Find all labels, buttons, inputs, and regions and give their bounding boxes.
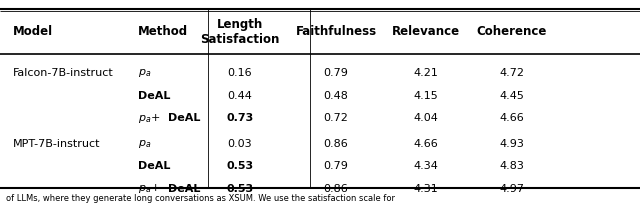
Text: Coherence: Coherence — [477, 25, 547, 38]
Text: DeAL: DeAL — [168, 184, 201, 194]
Text: 4.15: 4.15 — [413, 91, 438, 101]
Text: 0.53: 0.53 — [227, 161, 253, 171]
Text: $p_a$: $p_a$ — [138, 68, 151, 79]
Text: 4.34: 4.34 — [413, 161, 438, 171]
Text: DeAL: DeAL — [138, 91, 170, 101]
Text: 4.97: 4.97 — [499, 184, 525, 194]
Text: 4.66: 4.66 — [413, 139, 438, 149]
Text: Method: Method — [138, 25, 188, 38]
Text: 4.04: 4.04 — [413, 113, 438, 123]
Text: 0.53: 0.53 — [227, 184, 253, 194]
Text: 4.93: 4.93 — [500, 139, 524, 149]
Text: $p_a\!+\,$: $p_a\!+\,$ — [138, 112, 160, 125]
Text: Model: Model — [13, 25, 53, 38]
Text: 0.16: 0.16 — [228, 68, 252, 79]
Text: MPT-7B-instruct: MPT-7B-instruct — [13, 139, 100, 149]
Text: 0.73: 0.73 — [227, 113, 253, 123]
Text: 4.45: 4.45 — [500, 91, 524, 101]
Text: 0.03: 0.03 — [228, 139, 252, 149]
Text: 4.21: 4.21 — [413, 68, 438, 79]
Text: of LLMs, where they generate long conversations as XSUM. We use the satisfaction: of LLMs, where they generate long conver… — [6, 194, 396, 203]
Text: 0.44: 0.44 — [228, 91, 252, 101]
Text: DeAL: DeAL — [168, 113, 201, 123]
Text: 0.79: 0.79 — [324, 161, 348, 171]
Text: 4.31: 4.31 — [413, 184, 438, 194]
Text: 4.83: 4.83 — [500, 161, 524, 171]
Text: $p_a\!+\,$: $p_a\!+\,$ — [138, 182, 160, 195]
Text: 0.72: 0.72 — [324, 113, 348, 123]
Text: Relevance: Relevance — [392, 25, 460, 38]
Text: DeAL: DeAL — [138, 161, 170, 171]
Text: 4.66: 4.66 — [500, 113, 524, 123]
Text: Length
Satisfaction: Length Satisfaction — [200, 18, 280, 46]
Text: $p_a$: $p_a$ — [138, 138, 151, 150]
Text: Faithfulness: Faithfulness — [296, 25, 376, 38]
Text: 0.48: 0.48 — [324, 91, 348, 101]
Text: 0.86: 0.86 — [324, 184, 348, 194]
Text: 0.79: 0.79 — [324, 68, 348, 79]
Text: Falcon-7B-instruct: Falcon-7B-instruct — [13, 68, 113, 79]
Text: 4.72: 4.72 — [499, 68, 525, 79]
Text: 0.86: 0.86 — [324, 139, 348, 149]
